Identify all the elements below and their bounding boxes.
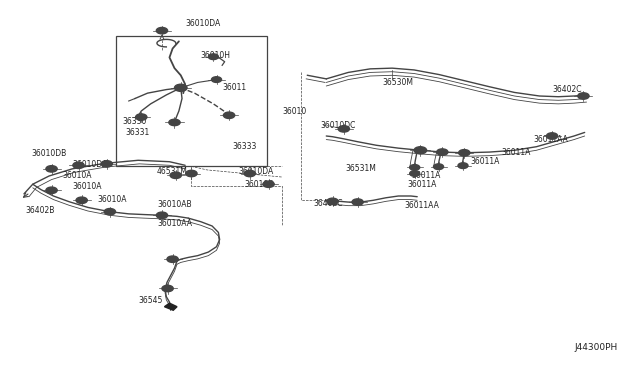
Text: 36010: 36010	[282, 106, 307, 115]
Text: 36010DA: 36010DA	[239, 167, 274, 176]
Text: 36010DA: 36010DA	[72, 160, 108, 169]
Text: 36010D: 36010D	[244, 180, 275, 189]
Circle shape	[136, 114, 147, 120]
Circle shape	[433, 164, 444, 170]
Text: 36011AA: 36011AA	[533, 135, 568, 144]
Circle shape	[167, 256, 179, 262]
Circle shape	[578, 93, 589, 99]
Text: 36010AB: 36010AB	[157, 200, 191, 209]
Circle shape	[170, 172, 181, 179]
Circle shape	[547, 133, 557, 139]
Text: 36010A: 36010A	[72, 182, 102, 191]
Circle shape	[410, 171, 420, 176]
Polygon shape	[164, 303, 177, 310]
Circle shape	[209, 54, 218, 60]
Text: 46531M: 46531M	[157, 167, 188, 176]
Text: 36011A: 36011A	[408, 180, 437, 189]
Circle shape	[211, 77, 221, 83]
Text: 36531M: 36531M	[345, 164, 376, 173]
Circle shape	[458, 163, 468, 169]
Text: 36010DA: 36010DA	[185, 19, 220, 28]
Circle shape	[436, 149, 448, 155]
Text: 36402B: 36402B	[25, 206, 54, 215]
Text: 36333: 36333	[232, 142, 257, 151]
Circle shape	[46, 187, 57, 193]
Text: 36402C: 36402C	[552, 85, 582, 94]
Circle shape	[244, 170, 255, 177]
Text: 36011: 36011	[223, 83, 247, 92]
Text: 36010H: 36010H	[201, 51, 231, 60]
Circle shape	[162, 285, 173, 292]
Circle shape	[263, 181, 274, 187]
Text: 36010A: 36010A	[97, 195, 127, 204]
Text: 36545: 36545	[138, 296, 163, 305]
Circle shape	[186, 170, 197, 177]
Circle shape	[156, 212, 168, 218]
Circle shape	[101, 161, 113, 167]
Text: J44300PH: J44300PH	[575, 343, 618, 352]
Circle shape	[73, 162, 84, 169]
Circle shape	[459, 150, 470, 156]
Text: 36011A: 36011A	[502, 148, 531, 157]
Circle shape	[156, 28, 168, 34]
Text: 36011AA: 36011AA	[404, 201, 440, 210]
Circle shape	[352, 199, 364, 205]
Circle shape	[46, 166, 57, 172]
Text: 36330: 36330	[122, 117, 147, 126]
Circle shape	[169, 119, 180, 126]
Bar	[116, 36, 267, 166]
Circle shape	[327, 198, 338, 205]
Text: 36011A: 36011A	[470, 157, 500, 166]
Text: 36011A: 36011A	[411, 171, 440, 180]
Circle shape	[175, 84, 187, 92]
Text: 36402C: 36402C	[314, 199, 343, 208]
Circle shape	[76, 197, 87, 203]
Text: 36331: 36331	[125, 128, 150, 137]
Text: 36530M: 36530M	[383, 78, 413, 87]
Circle shape	[410, 164, 420, 170]
Circle shape	[223, 112, 235, 119]
Circle shape	[104, 208, 116, 215]
Text: 36010DB: 36010DB	[31, 150, 67, 158]
Text: 36010A: 36010A	[63, 171, 92, 180]
Text: 36010DC: 36010DC	[320, 121, 355, 130]
Circle shape	[338, 126, 349, 132]
Text: 36010AA: 36010AA	[157, 219, 192, 228]
Circle shape	[414, 147, 427, 154]
